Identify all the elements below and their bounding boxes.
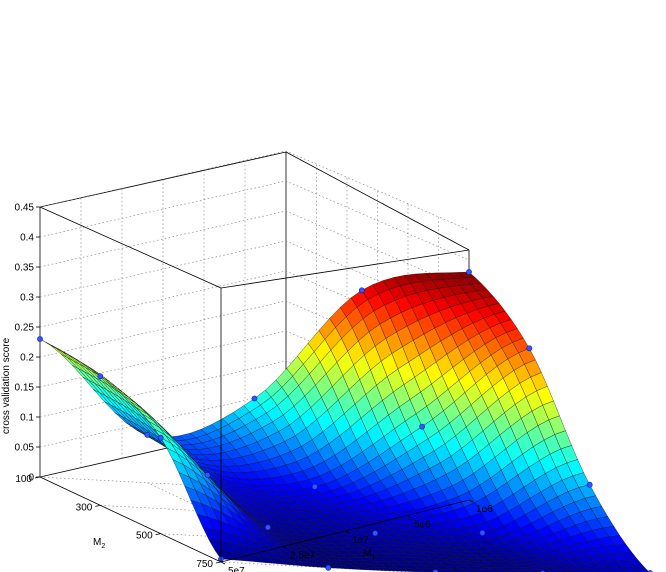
x-tick-mark [406,515,412,518]
z-tick-label: 0.2 [20,353,34,364]
y-tick-label: 750 [196,559,213,570]
sample-point [372,530,379,537]
y-axis-label-main: M [93,537,101,548]
front-frame-edge [220,249,470,289]
sample-point [526,345,533,352]
z-tick-label: 0.15 [15,383,35,394]
y-axis-label-sub: 2 [101,543,105,550]
z-tick-label: 0.1 [20,413,34,424]
sample-point [264,524,271,531]
tick-labels: 0 0.05 0.1 0.15 0.2 0.25 0.3 0.35 0.4 0.45 100 300 5… [15,203,494,572]
x-tick-label: 2.5e7 [290,551,315,562]
x-axis-label: M1 [363,548,375,561]
surface-patch [407,568,425,572]
x-tick-mark [468,499,474,503]
z-tick-label: 0.4 [20,233,34,244]
x-tick-label: 1e7 [352,535,369,546]
y-tick-label: 300 [76,502,93,513]
x-tick-mark [344,530,350,534]
z-tick-label: 0.45 [15,203,35,214]
grid-line-x [147,482,329,569]
surface-patch [56,348,74,362]
z-tick-label: 0.35 [15,263,35,274]
sample-point [251,395,258,402]
sample-point [311,483,318,490]
y-axis-label: M2 [93,537,105,550]
sample-point [97,373,104,380]
y-tick-mark [95,504,101,507]
sample-point [479,530,486,536]
sample-point [204,472,211,478]
x-axis-label-sub: 1 [371,554,375,561]
sample-point [157,434,164,441]
front-frame-edge [39,476,222,563]
front-frame-edge [39,206,222,289]
sample-point [358,287,365,294]
z-axis-label: cross validation score [1,337,12,434]
x-axis-label-main: M [363,548,371,559]
surface-patch [632,566,650,572]
surface-patch [483,569,499,572]
z-tick-label: 0.05 [15,443,35,454]
sample-point [466,269,472,275]
z-tick-label: 0 [28,473,34,484]
x-tick-label: 1e6 [476,504,493,515]
sample-point [586,481,593,488]
grid-line-z [39,150,470,231]
sample-point [419,423,425,430]
x-tick-mark [282,546,288,549]
surface-patch [546,569,563,572]
sample-point [144,431,151,438]
surface-patch [418,568,436,572]
sample-point [325,564,332,571]
sample-point [37,336,43,342]
surface-patch [440,568,457,572]
y-tick-mark [155,533,161,536]
grid-line-z [39,210,470,291]
sample-point [432,569,439,572]
y-tick-mark [215,561,222,564]
y-tick-label: 500 [136,531,153,542]
x-tick-mark [220,561,226,565]
surface-patch [50,345,68,358]
z-tick-label: 0.3 [20,293,34,304]
data-markers [37,269,653,572]
y-tick-mark [34,476,41,479]
x-tick-label: 5e7 [228,566,245,572]
z-tick-label: 0.25 [15,323,35,334]
x-tick-label: 5e6 [414,520,431,531]
surface [39,271,650,572]
y-tick-label: 100 [15,474,32,485]
